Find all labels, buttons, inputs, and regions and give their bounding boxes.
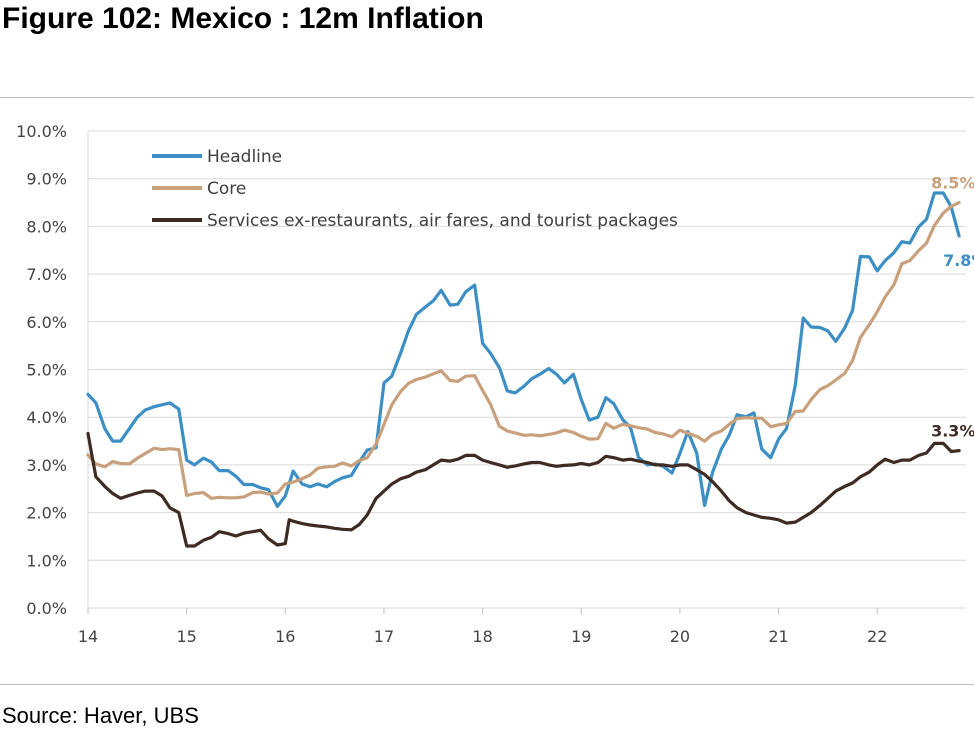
end-label-0: 7.8% bbox=[943, 251, 974, 270]
x-tick-label: 14 bbox=[78, 627, 98, 646]
legend-label: Core bbox=[207, 179, 246, 199]
legend-label: Services ex-restaurants, air fares, and … bbox=[207, 211, 678, 231]
x-tick-label: 15 bbox=[176, 627, 196, 646]
y-tick-label: 4.0% bbox=[26, 408, 67, 427]
y-tick-label: 9.0% bbox=[26, 170, 67, 189]
y-axis-ticks: 0.0% 1.0% 2.0% 3.0% 4.0% 5.0% 6.0% 7.0% 8.0% 9.0%… bbox=[16, 122, 67, 618]
x-tick-label: 19 bbox=[571, 627, 591, 646]
x-tick-label: 17 bbox=[374, 627, 394, 646]
x-tick-label: 16 bbox=[275, 627, 295, 646]
end-labels: 7.8% 8.5% 3.3% bbox=[931, 174, 974, 441]
source-note: Source: Haver, UBS bbox=[2, 703, 199, 728]
y-tick-label: 10.0% bbox=[16, 122, 67, 141]
y-tick-label: 7.0% bbox=[26, 265, 67, 284]
page-title: Figure 102: Mexico : 12m Inflation bbox=[2, 2, 484, 35]
x-tick-label: 22 bbox=[867, 627, 887, 646]
y-tick-label: 5.0% bbox=[26, 361, 67, 380]
legend-label: Headline bbox=[207, 147, 282, 167]
y-tick-label: 1.0% bbox=[26, 551, 67, 570]
y-tick-label: 0.0% bbox=[26, 599, 67, 618]
series-line-0 bbox=[86, 191, 961, 508]
series-line-1 bbox=[86, 201, 961, 500]
y-tick-label: 3.0% bbox=[26, 456, 67, 475]
x-tick-label: 18 bbox=[472, 627, 492, 646]
end-label-2: 3.3% bbox=[931, 422, 974, 441]
inflation-line-chart: 0.0% 1.0% 2.0% 3.0% 4.0% 5.0% 6.0% 7.0% 8.0% 9.0%… bbox=[16, 122, 974, 646]
x-axis-ticks: 14 15 16 17 18 19 20 21 22 bbox=[78, 608, 887, 646]
top-divider bbox=[0, 97, 974, 98]
bottom-divider bbox=[0, 684, 974, 685]
x-tick-label: 21 bbox=[768, 627, 788, 646]
series-lines bbox=[86, 191, 961, 548]
series-line-2 bbox=[86, 431, 961, 548]
grid-lines bbox=[87, 130, 966, 609]
x-tick-label: 20 bbox=[670, 627, 690, 646]
legend: Headline Core Services ex-restaurants, air… bbox=[152, 147, 678, 231]
y-tick-label: 6.0% bbox=[26, 313, 67, 332]
y-tick-label: 8.0% bbox=[26, 217, 67, 236]
end-label-1: 8.5% bbox=[931, 174, 974, 193]
y-tick-label: 2.0% bbox=[26, 504, 67, 523]
